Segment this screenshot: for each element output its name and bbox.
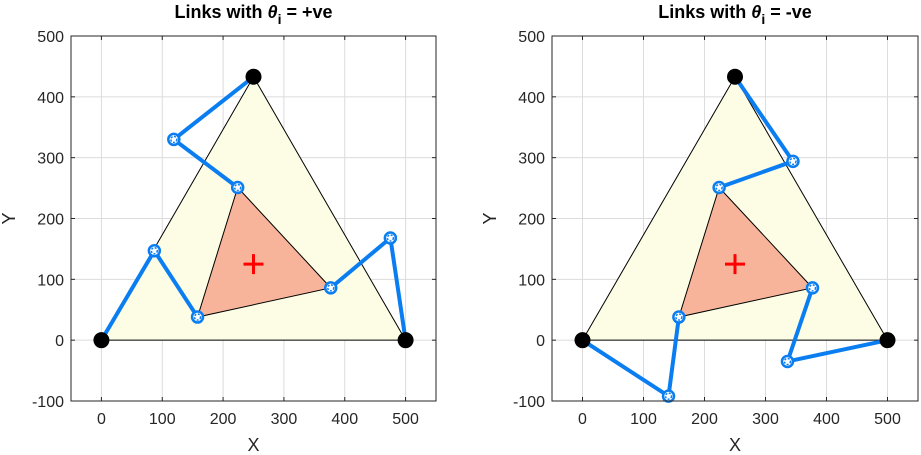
joint-marker-inner: [783, 357, 792, 366]
x-tick-label: 300: [271, 411, 298, 428]
y-tick-label: 500: [37, 29, 64, 46]
joint-marker-inner: [327, 284, 335, 292]
y-tick-label: 0: [55, 333, 64, 350]
joint-marker: [805, 281, 820, 295]
x-tick-label: 400: [813, 411, 840, 428]
y-tick-label: -100: [513, 394, 545, 411]
base-joint: [574, 332, 591, 349]
x-tick-label: 100: [149, 411, 176, 428]
joint-marker: [230, 180, 245, 195]
joint-marker-inner: [675, 313, 683, 321]
y-tick-label: 400: [37, 90, 64, 107]
title-subscript: i: [278, 11, 282, 27]
y-axis-label: Y: [480, 212, 500, 224]
x-tick-label: 100: [630, 411, 657, 428]
y-tick-label: 100: [518, 272, 545, 289]
joint-marker: [324, 281, 338, 295]
title-subscript: i: [761, 11, 765, 27]
platform-triangle: [678, 186, 814, 318]
joint-marker: [780, 354, 795, 369]
y-tick-label: 0: [536, 333, 545, 350]
joint-marker: [672, 310, 686, 324]
joint-marker: [786, 154, 800, 169]
title-suffix: = +ve: [281, 2, 332, 22]
title-symbol: θ: [268, 2, 278, 22]
y-tick-label: 400: [518, 90, 545, 107]
base-joint: [93, 332, 110, 349]
title-prefix: Links with: [175, 2, 268, 22]
x-axis-label: X: [247, 435, 259, 455]
joint-marker: [167, 132, 181, 147]
y-tick-label: 300: [518, 151, 545, 168]
x-tick-label: 0: [578, 411, 587, 428]
base-joint: [397, 332, 414, 349]
chart-panel-2: 0 100 200 300 400 500 -100 0 100 200 300 400 500 X Y Li…: [480, 2, 919, 455]
title-symbol: θ: [751, 2, 761, 22]
joint-marker-inner: [193, 313, 202, 321]
x-tick-label: 0: [97, 411, 106, 428]
joint-marker: [661, 389, 676, 403]
joint-marker: [147, 243, 162, 258]
x-tick-label: 500: [874, 411, 901, 428]
x-tick-label: 200: [691, 411, 718, 428]
title-prefix: Links with: [658, 2, 751, 22]
title-suffix: = -ve: [765, 2, 812, 22]
base-joint: [879, 332, 896, 349]
y-tick-label: 300: [37, 151, 64, 168]
y-tick-label: 200: [518, 212, 545, 229]
joint-marker-inner: [789, 157, 797, 166]
joint-marker-inner: [386, 234, 395, 242]
x-tick-label: 200: [210, 411, 237, 428]
joint-marker-inner: [170, 135, 178, 144]
chart-panel-1: 0 100 200 300 400 500 -100 0 100 200 300 400 500 X Y Li…: [0, 2, 437, 455]
joint-marker-inner: [715, 183, 723, 192]
base-joint: [727, 68, 743, 85]
joint-marker-inner: [150, 246, 159, 255]
x-tick-label: 400: [331, 411, 358, 428]
y-tick-label: -100: [32, 394, 64, 411]
x-tick-label: 300: [752, 411, 779, 428]
joint-marker-inner: [664, 392, 673, 400]
x-tick-label: 500: [392, 411, 419, 428]
joint-marker-inner: [808, 284, 817, 292]
platform-triangle: [196, 186, 332, 318]
y-tick-label: 100: [37, 272, 64, 289]
chart-title: Links with θi = +ve: [175, 2, 333, 27]
y-tick-label: 200: [37, 212, 64, 229]
x-axis-label: X: [729, 435, 741, 455]
base-joint: [245, 68, 262, 85]
chart-title: Links with θi = -ve: [658, 2, 811, 27]
joint-marker: [712, 180, 726, 195]
joint-marker: [383, 231, 398, 245]
joint-marker: [190, 310, 205, 324]
joint-marker-inner: [233, 183, 242, 192]
y-tick-label: 500: [518, 29, 545, 46]
y-axis-label: Y: [0, 212, 19, 224]
